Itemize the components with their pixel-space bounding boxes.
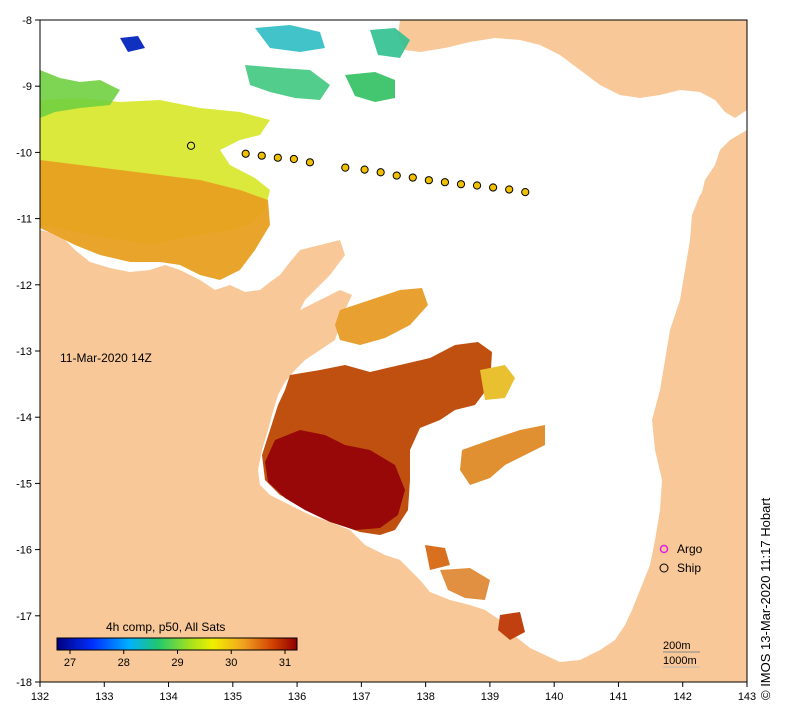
- ship-position: [376, 168, 385, 177]
- colorbar-tick-label: 27: [64, 657, 76, 669]
- ship-position: [440, 178, 450, 187]
- ship-position: [521, 188, 530, 197]
- ship-position: [505, 185, 514, 194]
- lon-tick-label: 141: [609, 691, 627, 703]
- ship-position: [257, 151, 266, 160]
- lat-tick-label: -13: [16, 346, 32, 358]
- credit-text: © IMOS 13-Mar-2020 11:17 Hobart: [758, 497, 773, 700]
- lat-tick-label: -10: [16, 147, 32, 159]
- contour-200m-label: 200m: [663, 640, 691, 652]
- ship-position: [241, 149, 250, 158]
- colorbar: [56, 637, 298, 651]
- colorbar-ticks: 27 28 29 30 31: [64, 650, 291, 669]
- axis-ticks: 132 133 134 135 136 137 138 139 140 141 142 143 -8 -9…: [16, 15, 756, 703]
- lat-tick-label: -16: [16, 545, 32, 557]
- colorbar-tick-label: 31: [279, 657, 291, 669]
- lon-tick-label: 140: [545, 691, 563, 703]
- lat-tick-label: -18: [16, 677, 32, 689]
- lon-tick-label: 136: [288, 691, 306, 703]
- timestamp-label: 11-Mar-2020 14Z: [60, 351, 152, 365]
- land-arnhem: [40, 140, 747, 682]
- lat-tick-label: -8: [22, 15, 32, 27]
- lat-tick-label: -11: [17, 214, 32, 226]
- ship-position: [186, 141, 196, 150]
- lon-tick-label: 132: [31, 691, 49, 703]
- sst-north-green2: [345, 72, 395, 102]
- sst-south-orange2: [440, 568, 490, 600]
- ship-position: [489, 183, 498, 192]
- colorbar-tick-label: 28: [118, 657, 130, 669]
- sst-north-cyan: [255, 25, 325, 52]
- colorbar-tick-label: 29: [171, 657, 183, 669]
- lon-tick-label: 137: [352, 691, 370, 703]
- sst-north-green: [245, 65, 330, 100]
- ship-position: [392, 171, 401, 180]
- ship-position: [273, 153, 282, 162]
- lat-tick-label: -17: [16, 611, 32, 623]
- lon-tick-label: 143: [738, 691, 756, 703]
- sst-north-teal: [370, 28, 410, 58]
- colorbar-title: 4h comp, p50, All Sats: [106, 620, 225, 634]
- ship-legend-label: Ship: [677, 561, 701, 575]
- sst-north-blue: [120, 36, 145, 52]
- ship-position: [424, 176, 433, 185]
- lat-tick-label: -12: [16, 280, 32, 292]
- land-cape-york: [692, 130, 747, 682]
- ship-legend-icon: [659, 563, 669, 573]
- ship-position: [289, 154, 298, 164]
- lon-tick-label: 135: [224, 691, 242, 703]
- sst-gulf-yellow: [480, 365, 515, 400]
- sst-gulf-hot: [265, 430, 405, 530]
- sst-south-red: [498, 612, 525, 640]
- lat-tick-label: -14: [16, 412, 32, 424]
- lon-tick-label: 142: [674, 691, 692, 703]
- contour-1000m-label: 1000m: [663, 655, 697, 667]
- land-northeast: [398, 20, 747, 118]
- argo-legend-icon: [659, 544, 669, 554]
- sst-gulf-east-orange: [460, 425, 545, 485]
- lon-tick-label: 138: [416, 691, 434, 703]
- ship-position: [472, 181, 482, 190]
- sst-nw-green: [40, 70, 120, 118]
- colorbar-tick-label: 30: [225, 657, 237, 669]
- ship-position: [456, 180, 466, 189]
- sst-nw-orange: [40, 160, 270, 280]
- sst-south-orange: [425, 545, 450, 570]
- ship-position: [341, 163, 350, 172]
- lon-tick-label: 134: [159, 691, 177, 703]
- ship-position: [305, 158, 315, 167]
- sst-gulf-ne-orange: [335, 288, 428, 345]
- ship-position: [360, 165, 369, 174]
- lat-tick-label: -15: [16, 478, 32, 490]
- lon-tick-label: 133: [95, 691, 113, 703]
- argo-legend-label: Argo: [677, 542, 703, 556]
- lat-tick-label: -9: [22, 81, 32, 93]
- lon-tick-label: 139: [481, 691, 499, 703]
- ship-track: [186, 141, 530, 197]
- ship-position: [408, 173, 417, 182]
